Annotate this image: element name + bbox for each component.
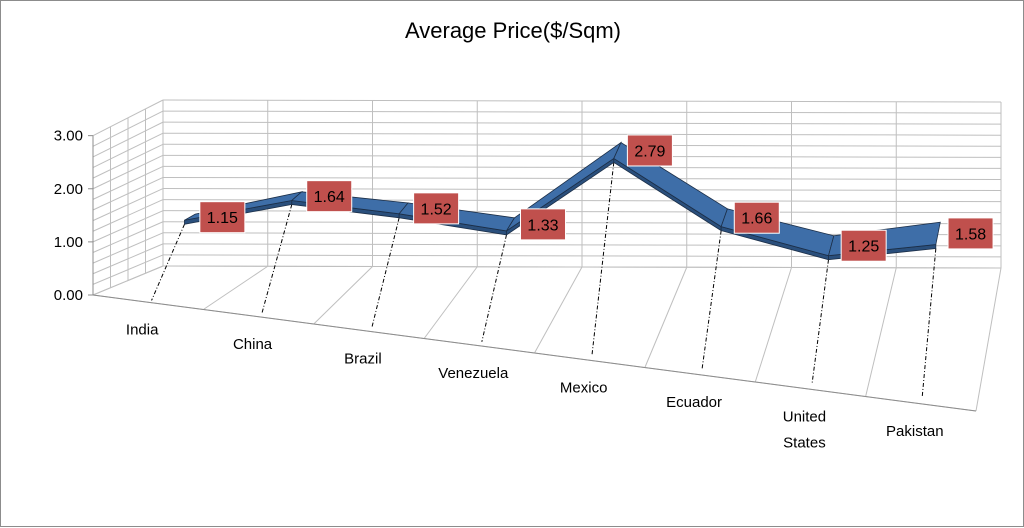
data-label: 1.66 [741, 211, 772, 228]
data-label: 1.15 [207, 210, 238, 227]
drop-line [591, 162, 615, 356]
drop-line [151, 224, 185, 301]
y-tick-label: 3.00 [54, 128, 83, 145]
data-label-box [413, 192, 460, 225]
floor-gridline [423, 266, 478, 339]
floor-gridline [203, 265, 269, 310]
floor-gridline [644, 267, 688, 368]
grid [92, 99, 1002, 412]
floor-edge [162, 265, 1002, 269]
data-label: 1.52 [421, 201, 452, 218]
data-label: 1.33 [527, 217, 558, 234]
y-tick-label: 0.00 [54, 287, 83, 304]
data-label-box [733, 201, 780, 234]
x-category-label: Mexico [560, 379, 608, 396]
x-category-label: Pakistan [886, 423, 944, 440]
floor-gridline [865, 267, 897, 397]
data-label: 1.58 [955, 226, 986, 243]
y-tick-label: 2.00 [54, 181, 83, 198]
floor-gridline [313, 266, 373, 325]
drop-line [481, 234, 507, 342]
drop-lines [151, 162, 937, 398]
drop-line [261, 204, 293, 315]
data-label-box [947, 217, 994, 250]
x-category-label: Ecuador [666, 394, 722, 411]
data-label-box [840, 229, 887, 262]
chart-title: Average Price($/Sqm) [405, 18, 621, 43]
axis-labels: 0.00 1.00 2.00 3.00 India China Brazil Venezuel… [54, 128, 944, 452]
drop-line [921, 248, 937, 398]
floor-gridline [754, 267, 792, 383]
x-category-label: United States [783, 408, 826, 451]
x-category-label: China [233, 336, 273, 353]
data-label: 2.79 [634, 143, 665, 160]
floor-gridline [975, 267, 1002, 412]
drop-line [701, 230, 722, 370]
floor-gridline [534, 266, 583, 354]
drop-line [811, 259, 829, 384]
data-labels: 1.15 1.64 1.52 1.33 2.79 1.66 1.25 1.58 [199, 134, 994, 262]
data-label: 1.64 [314, 189, 345, 206]
data-label-box [306, 180, 353, 213]
data-label: 1.25 [848, 239, 879, 256]
x-category-label: India [126, 321, 159, 338]
drop-line [371, 217, 400, 329]
floor-gridline [92, 265, 164, 296]
data-label-box [199, 201, 246, 234]
x-axis-line [92, 294, 977, 412]
x-category-label: Venezuela [438, 365, 509, 382]
y-tick-label: 1.00 [54, 234, 83, 251]
x-category-label: Brazil [344, 350, 382, 367]
data-label-box [520, 208, 567, 241]
data-label-box [626, 134, 673, 167]
